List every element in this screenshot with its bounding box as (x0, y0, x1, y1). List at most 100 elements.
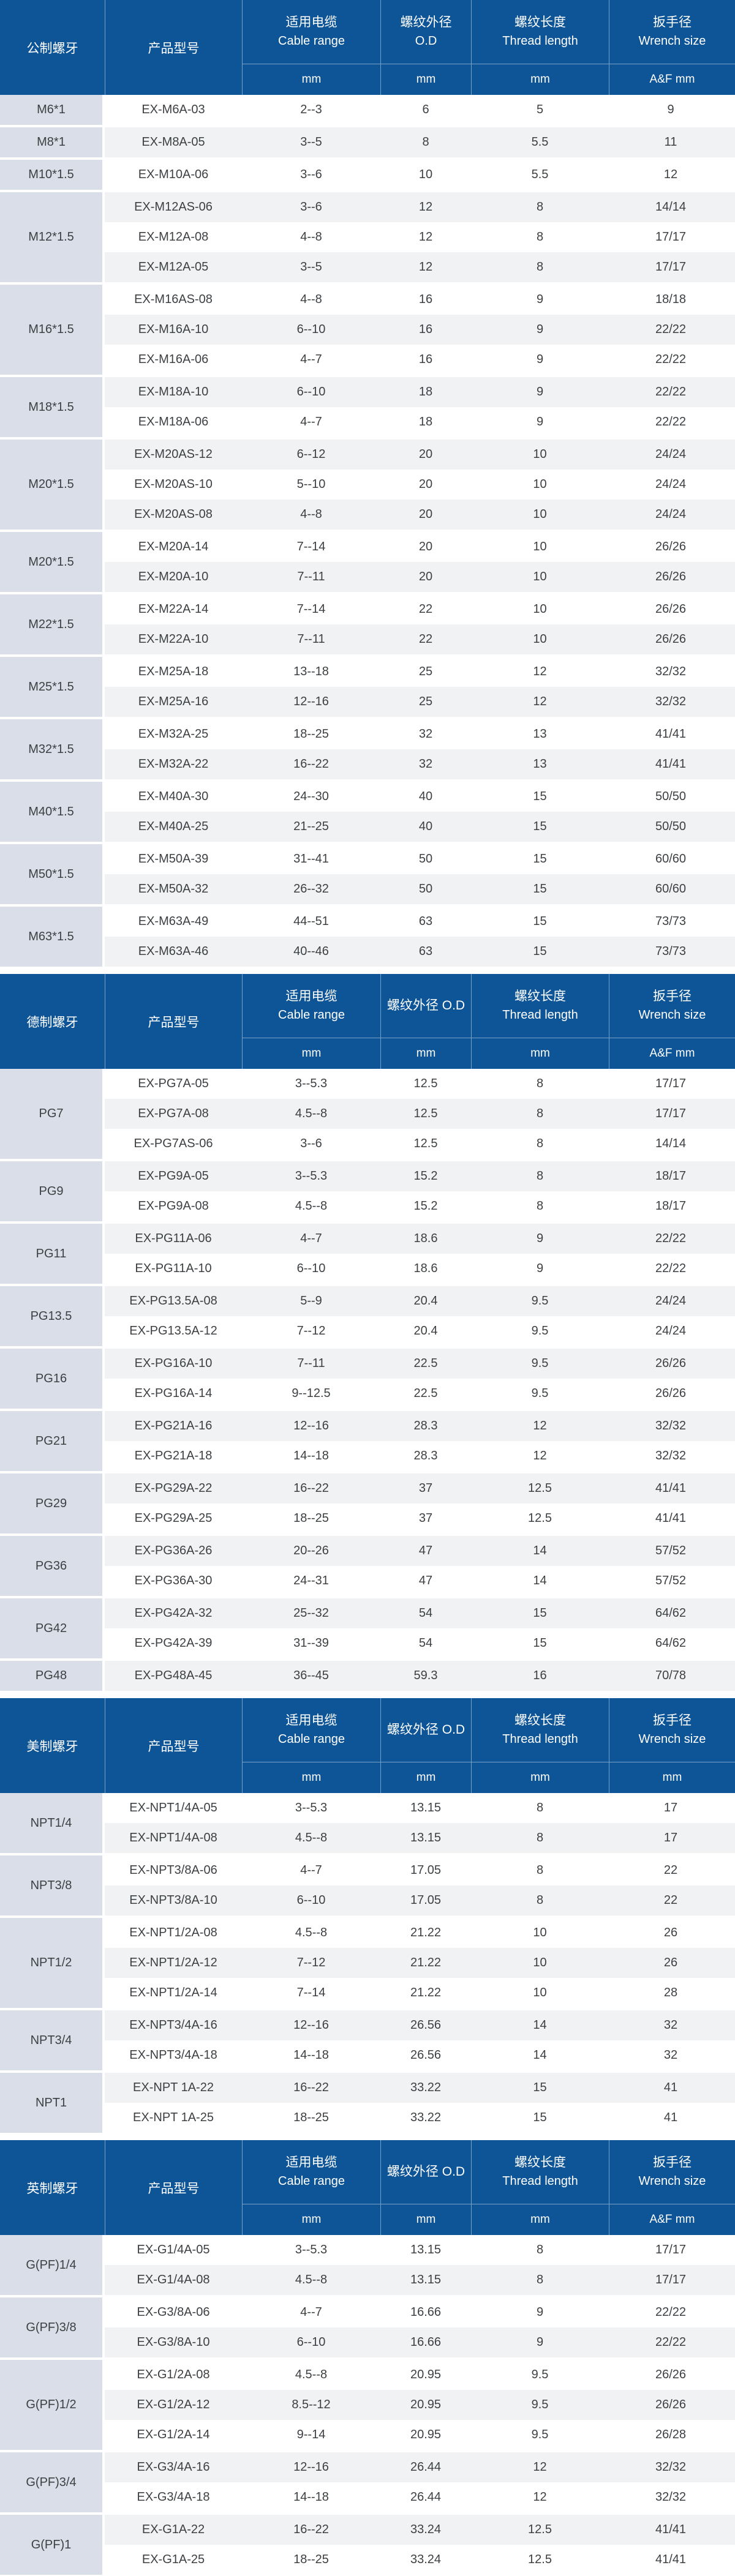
wrench-size-cell: 32 (663, 2018, 678, 2032)
header-line: 扳手径 (653, 1713, 692, 1728)
od-cell: 37 (418, 1511, 433, 1525)
od-cell: 20.4 (413, 1294, 438, 1308)
thread-length-cell: 9.5 (531, 2428, 549, 2441)
od-cell: 22.5 (413, 1357, 438, 1370)
od-cell: 28.3 (413, 1419, 438, 1432)
thread-length-unit: mm (472, 1038, 609, 1069)
thread-size-label: M10*1.5 (0, 160, 105, 190)
cable-range-cell: 4--7 (300, 1232, 322, 1245)
cable-range-cell: 18--25 (293, 2111, 329, 2124)
cable-range-cell: 7--14 (296, 602, 326, 616)
cable-range-cell: 12--16 (293, 2018, 329, 2032)
model-cell: EX-PG11A-10 (135, 1262, 212, 1275)
od-cell: 20 (418, 570, 433, 583)
thread-group: M8*1 EX-M8A-05 3--5 8 5.5 11 (0, 127, 735, 157)
thread-size-label: PG21 (0, 1411, 105, 1471)
table-row: EX-NPT 1A-22 16--22 33.22 15 41 (105, 2073, 735, 2103)
thread-length-cell: 8 (536, 230, 544, 244)
thread-length-cell: 15 (533, 915, 547, 928)
thread-size-label: M25*1.5 (0, 657, 105, 717)
table-row: EX-M50A-32 26--32 50 15 60/60 (105, 874, 735, 904)
thread-group-rows: EX-G1A-22 16--22 33.24 12.5 41/41 EX-G1A… (105, 2515, 735, 2575)
cable-range-unit: mm (243, 2204, 380, 2235)
table-row: EX-NPT 1A-25 18--25 33.22 15 41 (105, 2103, 735, 2133)
table-row: EX-NPT3/8A-10 6--10 17.05 8 22 (105, 1885, 735, 1915)
cable-range-cell: 7--11 (297, 1357, 325, 1370)
wrench-size-cell: 73/73 (655, 915, 687, 928)
wrench-size-cell: 26/26 (655, 1357, 687, 1370)
thread-type-header: 德制螺牙 (26, 1015, 78, 1030)
od-cell: 20.4 (413, 1324, 438, 1338)
table-row: EX-M12AS-06 3--6 12 8 14/14 (105, 192, 735, 222)
thread-size-label: G(PF)3/8 (0, 2297, 105, 2357)
table-row: EX-NPT3/8A-06 4--7 17.05 8 22 (105, 1855, 735, 1885)
model-cell: EX-G1/4A-08 (137, 2273, 210, 2286)
cable-range-cell: 16--22 (293, 2081, 329, 2094)
cable-range-cell: 12--16 (293, 695, 329, 708)
thread-group: NPT1/2 EX-NPT1/2A-08 4.5--8 21.22 10 26 … (0, 1918, 735, 2008)
cable-range-cell: 2--3 (300, 103, 322, 116)
model-cell: EX-PG42A-32 (134, 1606, 213, 1620)
thread-size-label: NPT1/2 (0, 1918, 105, 2008)
cable-range-cell: 4--7 (300, 415, 322, 429)
cable-range-cell: 12--16 (293, 2460, 329, 2474)
model-header: 产品型号 (105, 974, 242, 1069)
thread-group: M6*1 EX-M6A-03 2--3 6 5 9 (0, 95, 735, 125)
wrench-size-cell: 41/41 (655, 1511, 687, 1525)
cable-range-cell: 26--32 (293, 882, 329, 896)
cable-range-cell: 4.5--8 (295, 2273, 328, 2286)
wrench-size-cell: 57/52 (655, 1574, 687, 1587)
thread-size-label: NPT1/4 (0, 1793, 105, 1853)
od-cell: 37 (418, 1481, 433, 1495)
thread-length-cell: 9 (536, 1232, 544, 1245)
table-row: EX-PG48A-45 36--45 59.3 16 70/78 (105, 1661, 735, 1691)
thread-group: M25*1.5 EX-M25A-18 13--18 25 12 32/32 EX… (0, 657, 735, 717)
cable-range-cell: 7--11 (297, 570, 325, 583)
thread-length-cell: 14 (533, 1574, 547, 1587)
od-cell: 33.24 (410, 2553, 442, 2566)
thread-size-label: PG42 (0, 1598, 105, 1658)
thread-size-label: G(PF)1/4 (0, 2235, 105, 2295)
wrench-size-cell: 26/26 (655, 602, 687, 616)
cable-range-cell: 3--5 (300, 260, 322, 274)
od-cell: 63 (418, 915, 433, 928)
cable-range-cell: 44--51 (293, 915, 329, 928)
od-cell: 20 (418, 507, 433, 521)
header-line: Thread length (502, 1008, 578, 1022)
thread-group-rows: EX-PG21A-16 12--16 28.3 12 32/32 EX-PG21… (105, 1411, 735, 1471)
wrench-size-cell: 32/32 (655, 2460, 687, 2474)
cable-range-cell: 14--18 (293, 2048, 329, 2062)
thread-length-cell: 10 (533, 447, 547, 461)
model-cell: EX-NPT1/4A-05 (129, 1801, 217, 1814)
wrench-size-cell: 50/50 (655, 790, 687, 803)
od-cell: 26.56 (410, 2048, 442, 2062)
model-cell: EX-NPT3/8A-06 (129, 1863, 217, 1877)
wrench-size-cell: 17/17 (655, 2273, 687, 2286)
header-line: Thread length (502, 34, 578, 48)
wrench-size-cell: 17/17 (655, 230, 687, 244)
table-row: EX-M6A-03 2--3 6 5 9 (105, 95, 735, 125)
thread-group: PG11 EX-PG11A-06 4--7 18.6 9 22/22 EX-PG… (0, 1224, 735, 1284)
od-cell: 20.95 (410, 2398, 442, 2411)
od-cell: 32 (418, 757, 433, 771)
table-row: EX-M20AS-10 5--10 20 10 24/24 (105, 470, 735, 500)
od-cell: 25 (418, 665, 433, 678)
od-cell: 18.6 (413, 1262, 438, 1275)
cable-range-unit: mm (243, 1762, 380, 1793)
table-row: EX-M18A-06 4--7 18 9 22/22 (105, 407, 735, 437)
thread-group-rows: EX-PG7A-05 3--5.3 12.5 8 17/17 EX-PG7A-0… (105, 1069, 735, 1159)
section-body: PG7 EX-PG7A-05 3--5.3 12.5 8 17/17 EX-PG… (0, 1069, 735, 1691)
table-row: EX-PG11A-06 4--7 18.6 9 22/22 (105, 1224, 735, 1254)
thread-group: NPT1/4 EX-NPT1/4A-05 3--5.3 13.15 8 17 E… (0, 1793, 735, 1853)
cable-range-cell: 18--25 (293, 2553, 329, 2566)
model-cell: EX-PG16A-14 (134, 1387, 213, 1400)
thread-size-label: M18*1.5 (0, 377, 105, 437)
header-line: Wrench size (638, 1732, 706, 1747)
table-row: EX-M12A-08 4--8 12 8 17/17 (105, 222, 735, 252)
thread-length-header: 螺纹长度 Thread length mm (471, 974, 609, 1069)
cable-range-cell: 16--22 (293, 757, 329, 771)
table-row: EX-NPT3/4A-16 12--16 26.56 14 32 (105, 2010, 735, 2040)
thread-group: G(PF)1 EX-G1A-22 16--22 33.24 12.5 41/41… (0, 2515, 735, 2575)
thread-length-cell: 8 (536, 260, 544, 274)
